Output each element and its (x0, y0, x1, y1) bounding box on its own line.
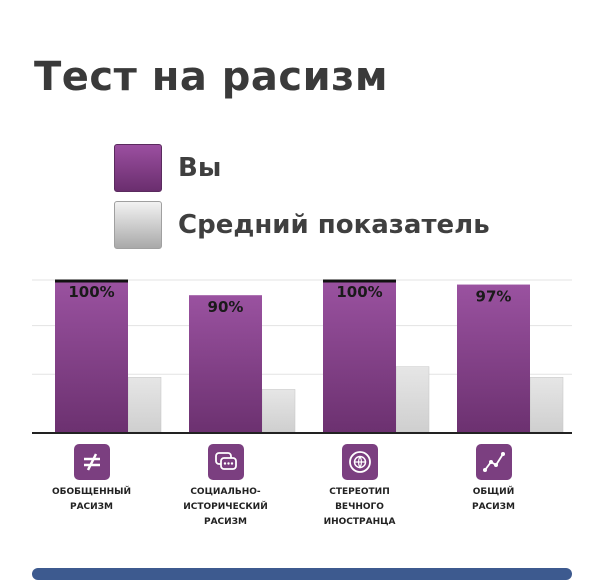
category-label: СТЕРЕОТИП ВЕЧНОГО ИНОСТРАНЦА (323, 487, 396, 527)
data-label: 97% (476, 288, 512, 306)
bars (55, 279, 564, 433)
bar-you (323, 280, 396, 432)
data-label: 100% (336, 283, 382, 301)
chart-title: Тест на расизм (34, 54, 389, 100)
bar-you (55, 280, 128, 432)
bar-average (261, 389, 296, 433)
data-label: 100% (68, 283, 114, 301)
bar-average (127, 377, 162, 433)
legend-item-you: Вы (114, 144, 221, 192)
bar-you (189, 295, 262, 432)
bar-average (395, 366, 430, 433)
line-graph-icon (475, 444, 512, 480)
legend-label-you: Вы (178, 153, 222, 183)
data-label: 90% (208, 298, 244, 316)
chat-bubbles-icon (207, 444, 244, 480)
category-label: ОБЩИЙ РАСИЗМ (471, 487, 516, 512)
category-label: СОЦИАЛЬНО- ИСТОРИЧЕСКИЙ РАСИЗМ (183, 487, 268, 527)
globe-cycle-icon (341, 444, 378, 480)
category-label: ОБОБЩЕННЫЙ РАСИЗМ (51, 487, 132, 512)
not-equal-icon (73, 444, 110, 480)
bottom-panel-edge (32, 568, 572, 580)
legend-swatch-average (114, 201, 162, 249)
data-labels: 100% 90% 100% 97% (68, 283, 511, 316)
bar-average (529, 377, 564, 433)
legend-item-average: Средний показатель (114, 201, 490, 249)
legend-label-average: Средний показатель (178, 210, 490, 240)
bar-chart: 100% 90% 100% 97% (32, 279, 572, 434)
legend-swatch-you (114, 144, 162, 192)
bar-you (457, 284, 530, 432)
